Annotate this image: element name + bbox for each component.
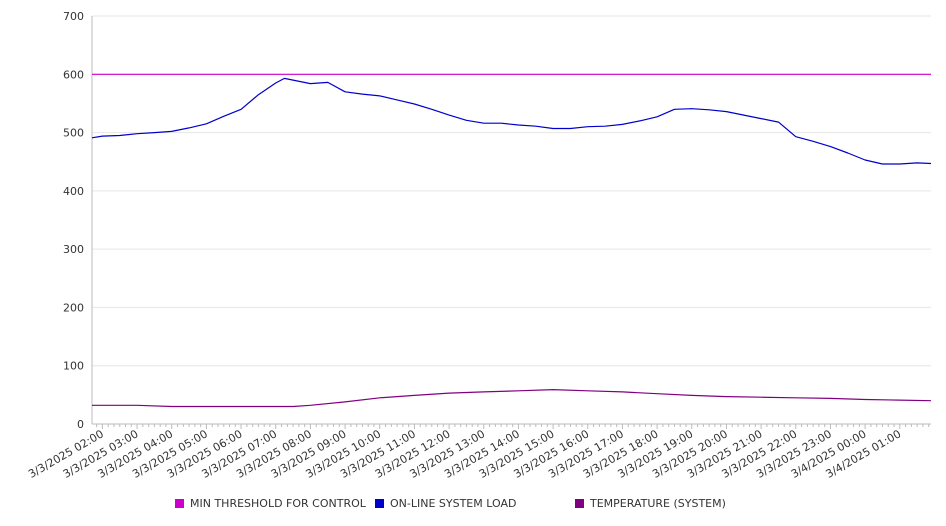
- legend-label-min-threshold: MIN THRESHOLD FOR CONTROL: [190, 497, 366, 510]
- x-axis-tick-labels: 3/3/2025 02:003/3/2025 03:003/3/2025 04:…: [26, 427, 903, 481]
- legend-swatch-min-threshold: [175, 499, 184, 508]
- axes: [91, 16, 931, 429]
- legend-item-temperature-system: TEMPERATURE (SYSTEM): [575, 497, 726, 510]
- legend: MIN THRESHOLD FOR CONTROL ON-LINE SYSTEM…: [0, 497, 946, 515]
- grid-lines: [92, 15, 931, 367]
- y-tick-label-0: 0: [77, 418, 84, 431]
- y-tick-label-300: 300: [63, 243, 84, 256]
- legend-label-online-system-load: ON-LINE SYSTEM LOAD: [390, 497, 517, 510]
- series-line-1: [91, 77, 932, 165]
- series-line-2: [92, 389, 932, 408]
- series-lines: [91, 73, 932, 408]
- legend-item-min-threshold: MIN THRESHOLD FOR CONTROL: [175, 497, 366, 510]
- y-tick-label-100: 100: [63, 360, 84, 373]
- legend-label-temperature-system: TEMPERATURE (SYSTEM): [590, 497, 726, 510]
- y-tick-label-500: 500: [63, 127, 84, 140]
- y-axis-tick-labels: 0 100 200 300 400 500 600 700: [63, 10, 84, 431]
- y-tick-label-700: 700: [63, 10, 84, 23]
- legend-swatch-temperature-system: [575, 499, 584, 508]
- legend-item-online-system-load: ON-LINE SYSTEM LOAD: [375, 497, 516, 510]
- y-tick-label-400: 400: [63, 185, 84, 198]
- legend-swatch-online-system-load: [375, 499, 384, 508]
- y-tick-label-200: 200: [63, 301, 84, 314]
- y-tick-label-600: 600: [63, 68, 84, 81]
